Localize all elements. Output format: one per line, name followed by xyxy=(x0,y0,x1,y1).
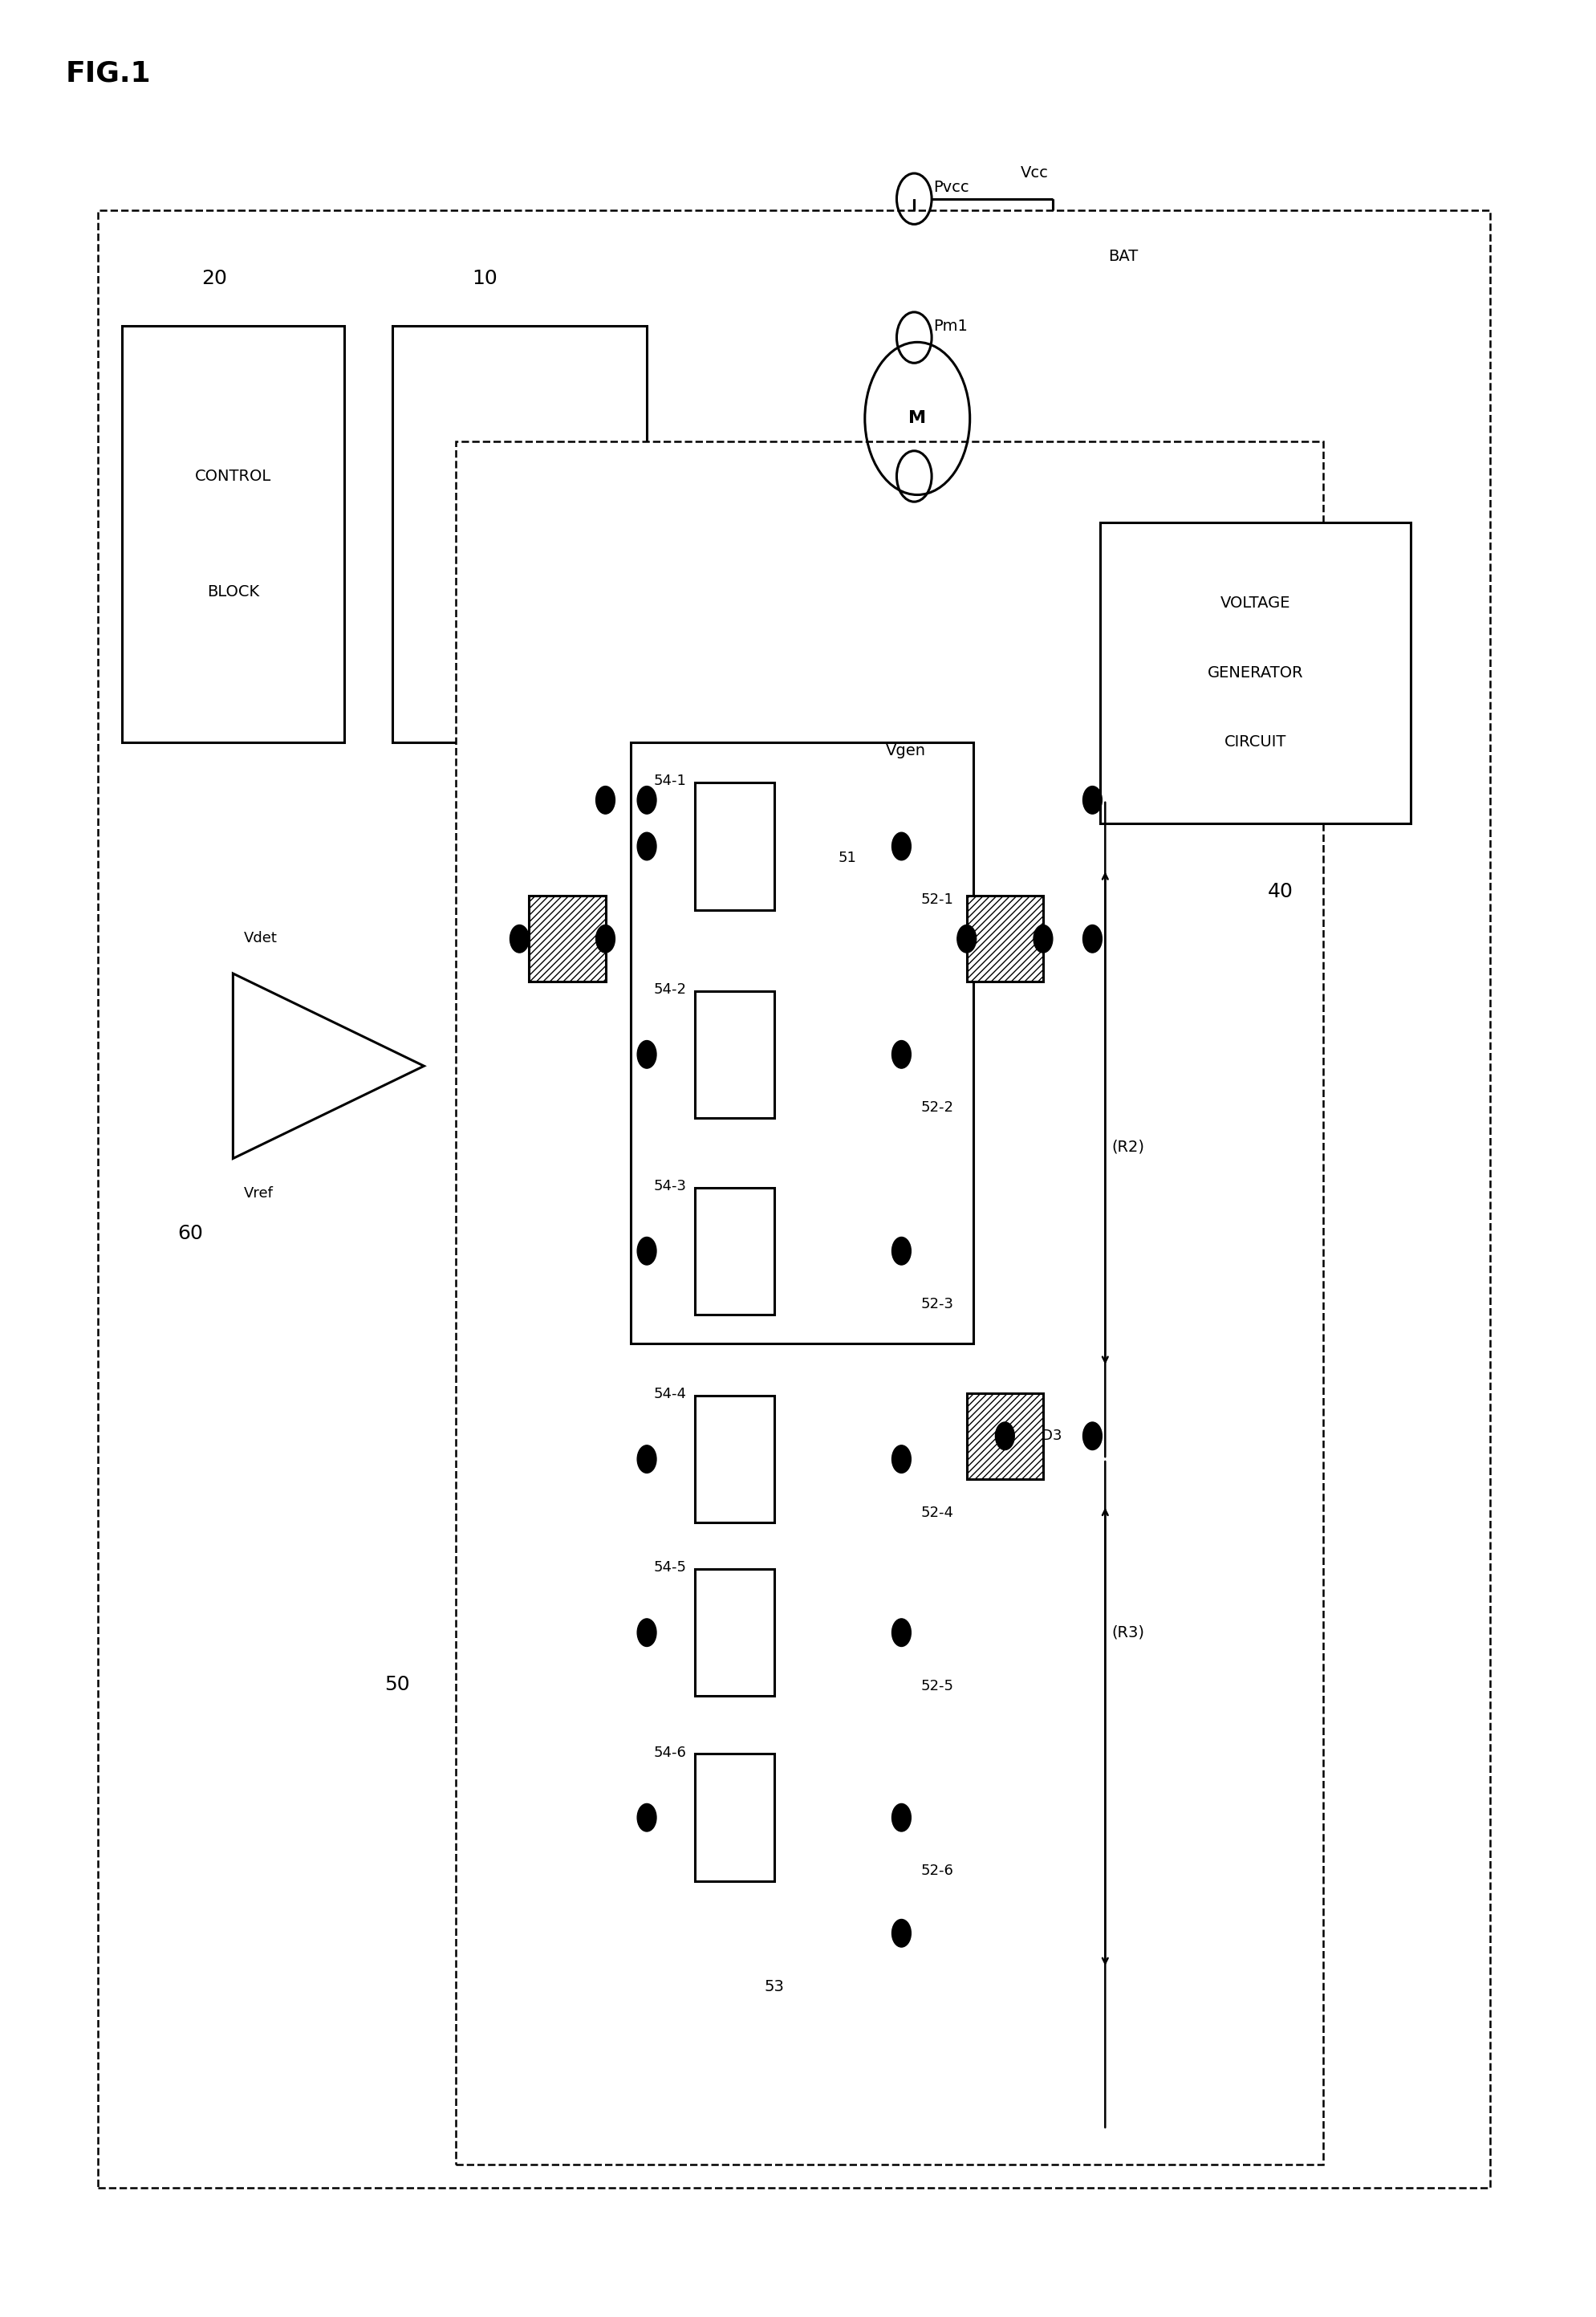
Text: Pm1: Pm1 xyxy=(934,317,967,334)
Circle shape xyxy=(511,924,528,952)
Text: Pm2: Pm2 xyxy=(934,496,967,512)
Text: 52-5: 52-5 xyxy=(921,1680,953,1694)
Bar xyxy=(694,783,774,911)
Text: 53: 53 xyxy=(764,1979,784,1995)
Text: Vgnd: Vgnd xyxy=(1199,908,1240,922)
Bar xyxy=(528,897,605,982)
Text: Vref: Vref xyxy=(244,1186,275,1200)
Circle shape xyxy=(1034,924,1053,952)
Text: AMPLIFIER: AMPLIFIER xyxy=(479,584,560,600)
Text: PAD2: PAD2 xyxy=(978,1019,1017,1033)
Text: CONTROL: CONTROL xyxy=(195,468,271,484)
Text: OUTPUT: OUTPUT xyxy=(487,468,552,484)
Bar xyxy=(528,897,605,982)
Bar xyxy=(967,897,1044,982)
Text: GENERATOR: GENERATOR xyxy=(1208,665,1304,681)
Text: 54-3: 54-3 xyxy=(654,1179,686,1193)
Bar xyxy=(967,1393,1044,1478)
Text: (R3): (R3) xyxy=(1111,1624,1144,1640)
Bar xyxy=(694,1186,774,1314)
Bar xyxy=(967,897,1044,982)
Bar xyxy=(694,1754,774,1881)
Text: PAD1: PAD1 xyxy=(547,1019,586,1033)
Circle shape xyxy=(892,832,911,860)
Circle shape xyxy=(892,1040,911,1068)
Circle shape xyxy=(892,1237,911,1265)
Bar xyxy=(694,1569,774,1696)
Circle shape xyxy=(892,1918,911,1946)
Bar xyxy=(97,211,1491,2187)
Text: -: - xyxy=(249,1017,257,1033)
Text: VOLTAGE: VOLTAGE xyxy=(1221,595,1291,612)
Text: 52-4: 52-4 xyxy=(921,1506,953,1520)
Text: 54-2: 54-2 xyxy=(654,982,686,996)
Text: FIG.1: FIG.1 xyxy=(65,60,152,88)
Text: Pvcc: Pvcc xyxy=(934,181,969,195)
Circle shape xyxy=(892,1446,911,1474)
Text: 54-4: 54-4 xyxy=(654,1388,686,1402)
Bar xyxy=(121,327,345,741)
Text: (R1): (R1) xyxy=(774,1019,806,1033)
Text: 30: 30 xyxy=(710,871,736,890)
Circle shape xyxy=(637,832,656,860)
Text: 10: 10 xyxy=(472,269,498,287)
Bar xyxy=(456,443,1323,2164)
Text: 52-6: 52-6 xyxy=(921,1863,953,1879)
Circle shape xyxy=(595,785,614,813)
Bar xyxy=(694,992,774,1119)
Text: 54-1: 54-1 xyxy=(654,774,686,788)
Text: 100: 100 xyxy=(1259,836,1298,855)
Bar xyxy=(630,741,974,1344)
Text: 52-1: 52-1 xyxy=(921,892,953,906)
Text: I0: I0 xyxy=(870,878,884,894)
Circle shape xyxy=(892,1620,911,1647)
Circle shape xyxy=(637,1237,656,1265)
Circle shape xyxy=(958,924,977,952)
Circle shape xyxy=(595,924,614,952)
Polygon shape xyxy=(233,973,425,1158)
Text: 20: 20 xyxy=(201,269,227,287)
Text: 52-2: 52-2 xyxy=(921,1101,953,1114)
Text: (R2): (R2) xyxy=(1111,1140,1144,1154)
Text: BAT: BAT xyxy=(1108,248,1138,264)
Text: CIRCUIT: CIRCUIT xyxy=(1224,734,1286,751)
Text: Vcc: Vcc xyxy=(1021,165,1049,181)
Text: Vgen: Vgen xyxy=(886,744,926,758)
Circle shape xyxy=(637,785,656,813)
Text: 60: 60 xyxy=(177,1223,203,1244)
Circle shape xyxy=(892,1803,911,1830)
Text: 52-3: 52-3 xyxy=(921,1298,953,1311)
Circle shape xyxy=(1084,1423,1101,1450)
Text: 51: 51 xyxy=(838,850,855,864)
Circle shape xyxy=(637,1040,656,1068)
Text: M: M xyxy=(908,410,926,426)
Circle shape xyxy=(637,1620,656,1647)
Circle shape xyxy=(1084,785,1101,813)
Text: 54-6: 54-6 xyxy=(654,1745,686,1759)
Text: 50: 50 xyxy=(385,1675,410,1694)
Text: BLOCK: BLOCK xyxy=(207,584,259,600)
Text: Vdet: Vdet xyxy=(244,931,278,945)
Circle shape xyxy=(637,1803,656,1830)
Text: 54-5: 54-5 xyxy=(654,1559,686,1576)
Bar xyxy=(1100,524,1411,823)
Text: +: + xyxy=(249,1101,263,1117)
Bar xyxy=(694,1395,774,1522)
Circle shape xyxy=(996,1423,1015,1450)
Bar xyxy=(967,1393,1044,1478)
Circle shape xyxy=(1084,924,1101,952)
Text: PAD3: PAD3 xyxy=(1025,1430,1061,1443)
Text: 40: 40 xyxy=(1267,883,1293,901)
Circle shape xyxy=(637,1446,656,1474)
Bar xyxy=(393,327,646,741)
